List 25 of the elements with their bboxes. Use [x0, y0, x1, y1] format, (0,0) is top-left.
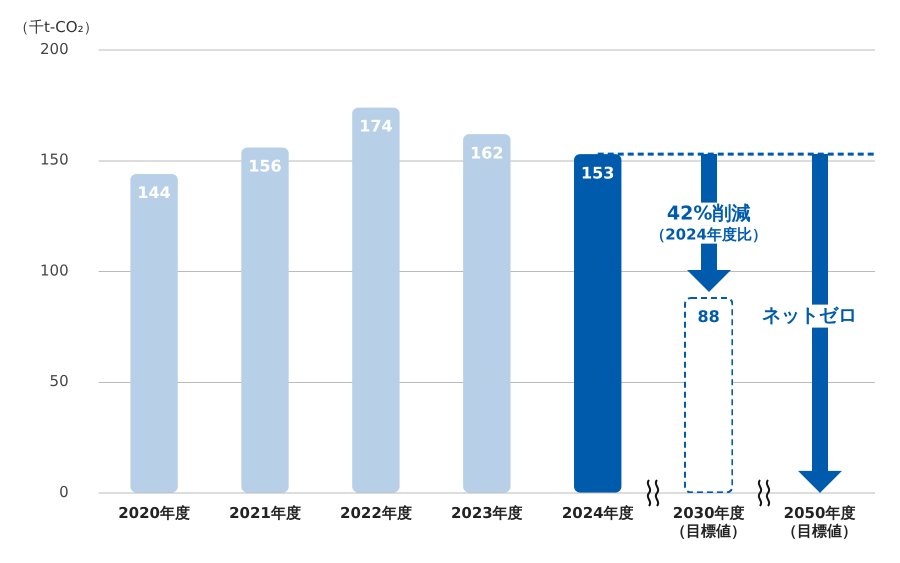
bar [352, 108, 400, 492]
x-tick-label: 2021年度 [229, 504, 301, 522]
data-label: 162 [470, 143, 504, 162]
y-axis-title: （千t-CO₂） [14, 18, 99, 37]
data-label: 144 [137, 183, 171, 202]
data-label: 153 [581, 163, 614, 182]
annotation: ネットゼロ [759, 304, 860, 328]
y-tick-label: 100 [40, 261, 69, 280]
x-tick-label: 2030年度（目標値） [671, 504, 746, 540]
y-tick-label: 150 [40, 150, 69, 169]
annotation: 42%削減（2024年度比） [649, 202, 768, 244]
y-tick-label: 200 [40, 40, 69, 58]
data-label: 174 [359, 116, 393, 136]
x-tick-label: 2022年度 [340, 504, 412, 522]
x-tick-label: 2020年度 [118, 504, 190, 522]
y-tick-label: 50 [50, 372, 69, 390]
bar [241, 147, 289, 492]
y-tick-label: 0 [59, 482, 69, 501]
data-label: 88 [698, 307, 720, 326]
bar [463, 134, 511, 492]
bar [130, 174, 178, 492]
x-tick-label: 2023年度 [450, 504, 523, 522]
x-tick-label: 2024年度 [562, 504, 634, 522]
x-tick-label: 2050年度（目標値） [782, 504, 858, 540]
data-label: 156 [248, 156, 282, 176]
